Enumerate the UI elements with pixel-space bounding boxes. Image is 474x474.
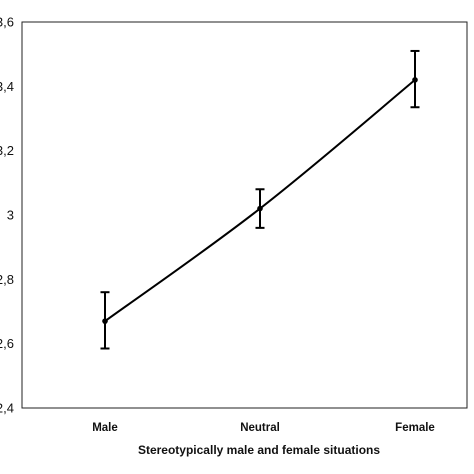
- y-tick-label: 3,2: [0, 143, 14, 158]
- x-axis-title: Stereotypically male and female situatio…: [138, 443, 380, 457]
- plot-frame: [21, 21, 468, 409]
- data-point: [257, 205, 263, 212]
- x-tick-labels: Male Neutral Female: [92, 422, 435, 434]
- x-tick-label: Neutral: [240, 422, 280, 434]
- data-point: [102, 318, 108, 324]
- y-tick-label: 2,6: [0, 336, 14, 351]
- x-tick-label: Female: [395, 422, 435, 434]
- data-point: [412, 77, 418, 83]
- y-tick-labels: 2,4 2,6 2,8 3 3,2 3,4 3,6: [0, 15, 14, 416]
- y-tick-label: 3: [7, 208, 14, 223]
- y-tick-label: 2,8: [0, 272, 14, 287]
- y-tick-label: 3,4: [0, 79, 14, 94]
- data-points: [102, 77, 418, 324]
- x-tick-label: Male: [92, 422, 118, 434]
- error-bars: [100, 49, 420, 350]
- y-tick-label: 3,6: [0, 15, 14, 30]
- y-tick-label: 2,4: [0, 401, 14, 416]
